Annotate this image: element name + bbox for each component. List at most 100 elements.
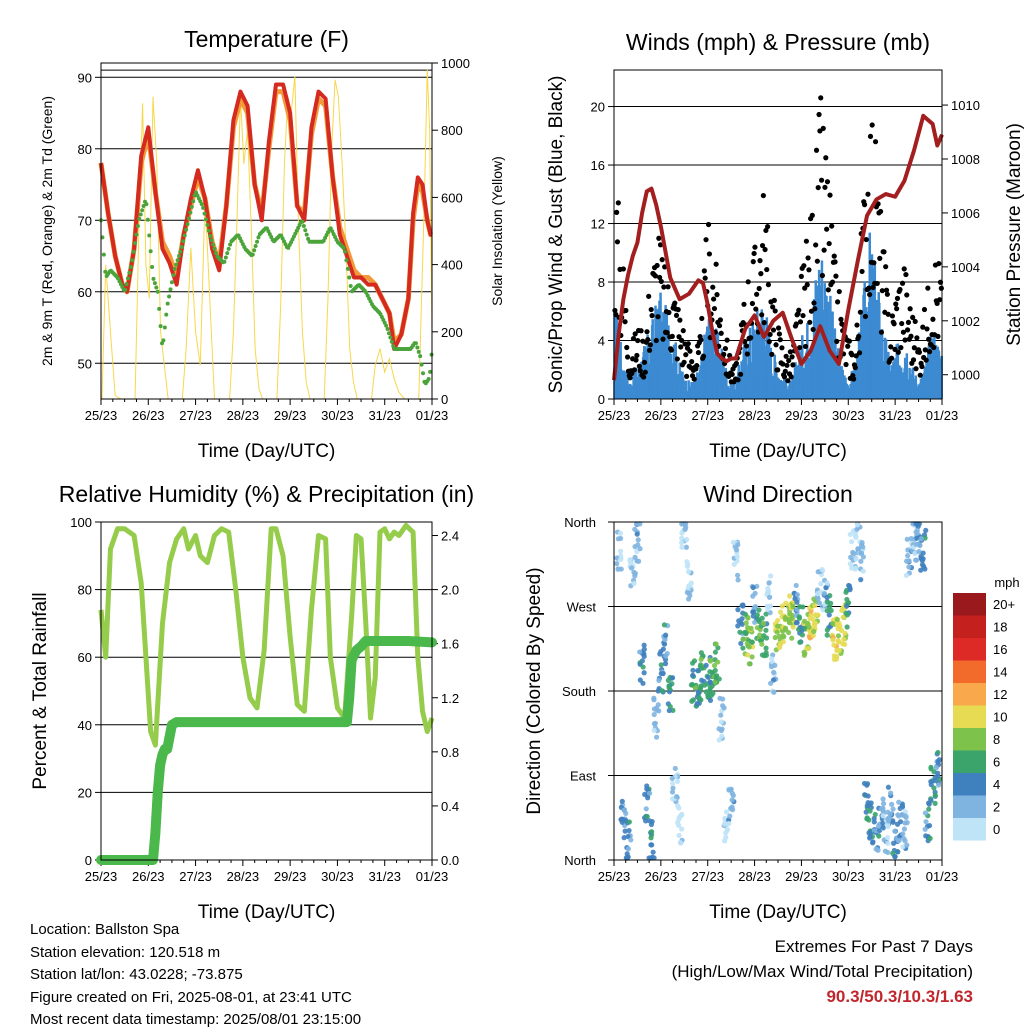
dewpoint-point: [135, 223, 140, 228]
direction-point: [748, 625, 754, 631]
direction-point: [703, 689, 709, 695]
direction-ytick-label: South: [562, 684, 596, 699]
wind-gust-point: [647, 342, 653, 348]
direction-point: [734, 554, 740, 560]
direction-point: [820, 607, 826, 613]
dewpoint-point: [300, 219, 305, 224]
direction-point: [641, 646, 647, 652]
wind-gust-point: [879, 288, 885, 294]
wind-gust-point: [789, 354, 795, 360]
wind-gust-point: [905, 319, 912, 325]
dewpoint-point: [181, 239, 186, 244]
direction-point: [615, 566, 621, 572]
wind-gust-point: [661, 284, 667, 290]
winds-ytick-label: 4: [598, 334, 605, 349]
direction-point: [759, 652, 766, 658]
wind-gust-point: [769, 351, 775, 357]
wind-gust-point: [627, 375, 633, 381]
direction-point: [771, 689, 777, 695]
direction-point: [923, 527, 929, 534]
direction-point: [830, 620, 836, 627]
dewpoint-point: [388, 335, 393, 340]
direction-point: [637, 649, 643, 655]
wind-gust-point: [851, 376, 857, 382]
wind-gust-point: [741, 301, 747, 307]
humidity-xtick-label: 28/23: [227, 869, 260, 884]
direction-ylabel: Direction (Colored By Speed): [524, 567, 545, 814]
direction-point: [674, 778, 681, 784]
legend-label: 14: [993, 665, 1007, 680]
wind-gust-point: [893, 301, 899, 307]
dewpoint-point: [154, 285, 159, 290]
dewpoint-point: [161, 338, 166, 343]
direction-point: [830, 637, 836, 643]
dewpoint-point: [127, 270, 132, 275]
dewpoint-point: [141, 203, 146, 208]
wind-gust-point: [698, 337, 704, 343]
dewpoint-point: [128, 264, 133, 269]
winds-y2tick-label: 1002: [951, 314, 980, 329]
wind-gust-point: [815, 184, 821, 191]
direction-point: [666, 685, 672, 691]
wind-gust-point: [904, 292, 910, 298]
direction-point: [844, 612, 851, 618]
direction-point: [618, 556, 624, 562]
direction-ytick-label: North: [564, 853, 596, 868]
direction-point: [777, 609, 784, 615]
direction-point: [637, 546, 643, 552]
wind-gust-point: [937, 297, 943, 303]
humidity-y2tick-label: 0.8: [441, 745, 459, 760]
wind-gust-point: [938, 285, 944, 291]
dewpoint-point: [202, 211, 207, 216]
winds-ytick-label: 8: [598, 275, 605, 290]
dewpoint-point: [138, 212, 143, 217]
direction-point: [880, 801, 887, 807]
dewpoint-point: [389, 339, 394, 344]
temperature-ytick-label: 50: [78, 356, 92, 371]
direction-point: [670, 780, 676, 787]
temperature-xtick-label: 26/23: [132, 408, 165, 423]
direction-point: [802, 626, 808, 632]
direction-point: [698, 656, 704, 662]
dewpoint-point: [191, 199, 196, 204]
direction-point: [750, 584, 756, 591]
temperature-y2tick-label: 600: [441, 190, 463, 205]
wind-gust-point: [822, 184, 828, 190]
winds-xtick-label: 01/23: [926, 408, 959, 423]
wind-gust-point: [846, 338, 853, 344]
dewpoint-point: [171, 273, 176, 278]
direction-point: [657, 651, 663, 657]
direction-point: [651, 695, 657, 701]
direction-point: [834, 616, 840, 623]
direction-point: [828, 600, 834, 606]
wind-gust-point: [780, 361, 786, 367]
winds-y2label: Station Pressure (Maroon): [1004, 123, 1024, 346]
wind-gust-point: [764, 224, 771, 230]
direction-point: [646, 855, 652, 861]
wind-gust-point: [722, 345, 729, 352]
winds-panel: 25/23 26/23 27/23 28/23 29/23 30/23 31/23 01/23…: [546, 29, 1024, 462]
direction-point: [659, 688, 665, 694]
dewpoint-point: [130, 258, 135, 263]
wind-gust-point: [665, 284, 671, 290]
wind-gust-point: [924, 326, 930, 332]
direction-point: [923, 819, 929, 825]
direction-point: [921, 563, 927, 569]
wind-gust-point: [705, 221, 712, 228]
wind-gust-point: [775, 325, 782, 331]
wind-gust-point: [834, 338, 840, 344]
legend-label: 18: [993, 620, 1007, 635]
recent-text: Most recent data timestamp: 2025/08/01 2…: [30, 1011, 362, 1028]
direction-point: [663, 632, 669, 638]
direction-point: [848, 554, 854, 560]
direction-point: [824, 580, 830, 586]
direction-point: [799, 632, 806, 638]
precipitation-line: [96, 635, 437, 865]
direction-point: [707, 697, 714, 703]
wind-gust-point: [825, 287, 831, 293]
winds-ytick-label: 0: [598, 392, 605, 407]
wind-gust-point: [931, 344, 937, 351]
wind-gust-point: [922, 347, 928, 353]
wind-gust-point: [770, 304, 776, 310]
wind-gust-point: [816, 111, 822, 118]
